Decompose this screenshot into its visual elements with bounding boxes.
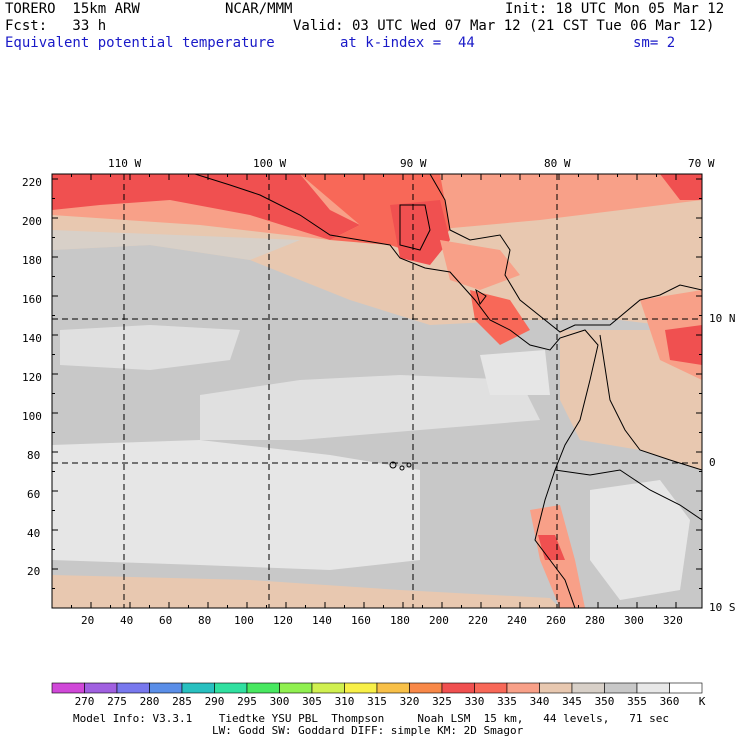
colorbar-swatch	[214, 682, 248, 694]
colorbar-level-label: 355	[627, 695, 647, 708]
center-name: NCAR/MMM	[225, 1, 293, 17]
model-physics: LW: Godd SW: Goddard DIFF: simple KM: 2D…	[212, 724, 524, 737]
init-time: Init: 18 UTC Mon 05 Mar 12	[505, 1, 725, 17]
colorbar-level-label: 270	[74, 695, 95, 708]
colorbar-level-label: 330	[464, 695, 485, 708]
colorbar-swatch	[149, 682, 183, 694]
colorbar-swatch	[571, 682, 605, 694]
colorbar-level-label: 345	[562, 695, 582, 708]
x-tick-label: 280	[585, 614, 605, 627]
colorbar-swatch	[669, 682, 703, 694]
y-tick-label: 40	[27, 527, 41, 540]
x-tick-label: 180	[390, 614, 410, 627]
axis-ticks	[51, 174, 702, 609]
y-tick-label: 80	[27, 449, 41, 462]
colorbar-swatch	[506, 682, 540, 694]
lon-label-80w: 80 W	[544, 157, 571, 170]
y-tick-label: 140	[22, 332, 42, 345]
x-tick-label: 40	[120, 614, 134, 627]
colorbar-unit: K	[698, 695, 706, 708]
colorbar-swatch	[51, 682, 85, 694]
x-tick-label: 200	[429, 614, 449, 627]
colorbar-level-label: 350	[594, 695, 615, 708]
y-tick-label: 120	[22, 371, 42, 384]
colorbar-level-label: 320	[399, 695, 420, 708]
x-tick-label: 120	[273, 614, 293, 627]
lat-label-10n: 10 N	[709, 312, 736, 325]
y-tick-label: 160	[22, 293, 42, 306]
x-tick-label: 100	[234, 614, 254, 627]
x-tick-label: 140	[312, 614, 332, 627]
colorbar-level-label: 335	[497, 695, 517, 708]
colorbar-level-label: 340	[529, 695, 550, 708]
lat-label-10s: 10 S	[709, 601, 736, 614]
y-tick-label: 220	[22, 176, 42, 189]
field-name: Equivalent potential temperature	[5, 35, 275, 51]
model-info: Model Info: V3.3.1 Tiedtke YSU PBL Thomp…	[73, 712, 670, 725]
colorbar-swatch	[181, 682, 215, 694]
valid-time: Valid: 03 UTC Wed 07 Mar 12 (21 CST Tue …	[293, 18, 715, 34]
colorbar-level-label: 280	[139, 695, 160, 708]
colorbar-level-label: 275	[107, 695, 127, 708]
colorbar-swatch	[539, 682, 573, 694]
x-tick-label: 320	[663, 614, 683, 627]
x-tick-label: 220	[468, 614, 488, 627]
colorbar-level-label: 300	[269, 695, 290, 708]
x-tick-label: 240	[507, 614, 527, 627]
x-tick-label: 80	[198, 614, 212, 627]
colorbar-swatch	[246, 682, 280, 694]
graticule	[52, 174, 702, 608]
y-tick-label: 200	[22, 215, 42, 228]
colorbar-level-label: 305	[302, 695, 322, 708]
colorbar-level-label: 295	[237, 695, 257, 708]
colorbar-swatch	[409, 682, 443, 694]
colorbar-swatch	[636, 682, 670, 694]
coastlines	[194, 174, 702, 608]
model-title: TORERO 15km ARW	[5, 1, 140, 17]
colorbar	[51, 682, 703, 694]
x-tick-label: 260	[546, 614, 566, 627]
lon-label-70w: 70 W	[688, 157, 715, 170]
colorbar-swatch	[344, 682, 378, 694]
theta-e-field	[52, 174, 702, 608]
level-index: at k-index = 44	[340, 35, 475, 51]
x-tick-label: 60	[159, 614, 173, 627]
y-tick-label: 100	[22, 410, 42, 423]
colorbar-swatch	[84, 682, 118, 694]
y-tick-label: 180	[22, 254, 42, 267]
lon-label-90w: 90 W	[400, 157, 427, 170]
map-frame	[51, 173, 703, 609]
x-tick-label: 20	[81, 614, 95, 627]
x-tick-label: 160	[351, 614, 371, 627]
lon-label-110w: 110 W	[108, 157, 142, 170]
colorbar-level-label: 360	[659, 695, 680, 708]
lat-label-0: 0	[709, 456, 716, 469]
colorbar-swatch	[604, 682, 638, 694]
y-tick-label: 60	[27, 488, 41, 501]
colorbar-level-label: 285	[172, 695, 192, 708]
colorbar-level-label: 325	[432, 695, 452, 708]
x-tick-label: 300	[624, 614, 644, 627]
colorbar-swatch	[311, 682, 345, 694]
colorbar-level-label: 310	[334, 695, 355, 708]
colorbar-swatch	[279, 682, 313, 694]
colorbar-swatch	[116, 682, 150, 694]
forecast-hour: Fcst: 33 h	[5, 18, 107, 34]
colorbar-swatch	[474, 682, 508, 694]
colorbar-level-label: 290	[204, 695, 225, 708]
smoothing: sm= 2	[633, 35, 676, 51]
colorbar-swatch	[376, 682, 410, 694]
lon-label-100w: 100 W	[253, 157, 287, 170]
colorbar-level-label: 315	[367, 695, 387, 708]
y-tick-label: 20	[27, 565, 41, 578]
colorbar-swatch	[441, 682, 475, 694]
